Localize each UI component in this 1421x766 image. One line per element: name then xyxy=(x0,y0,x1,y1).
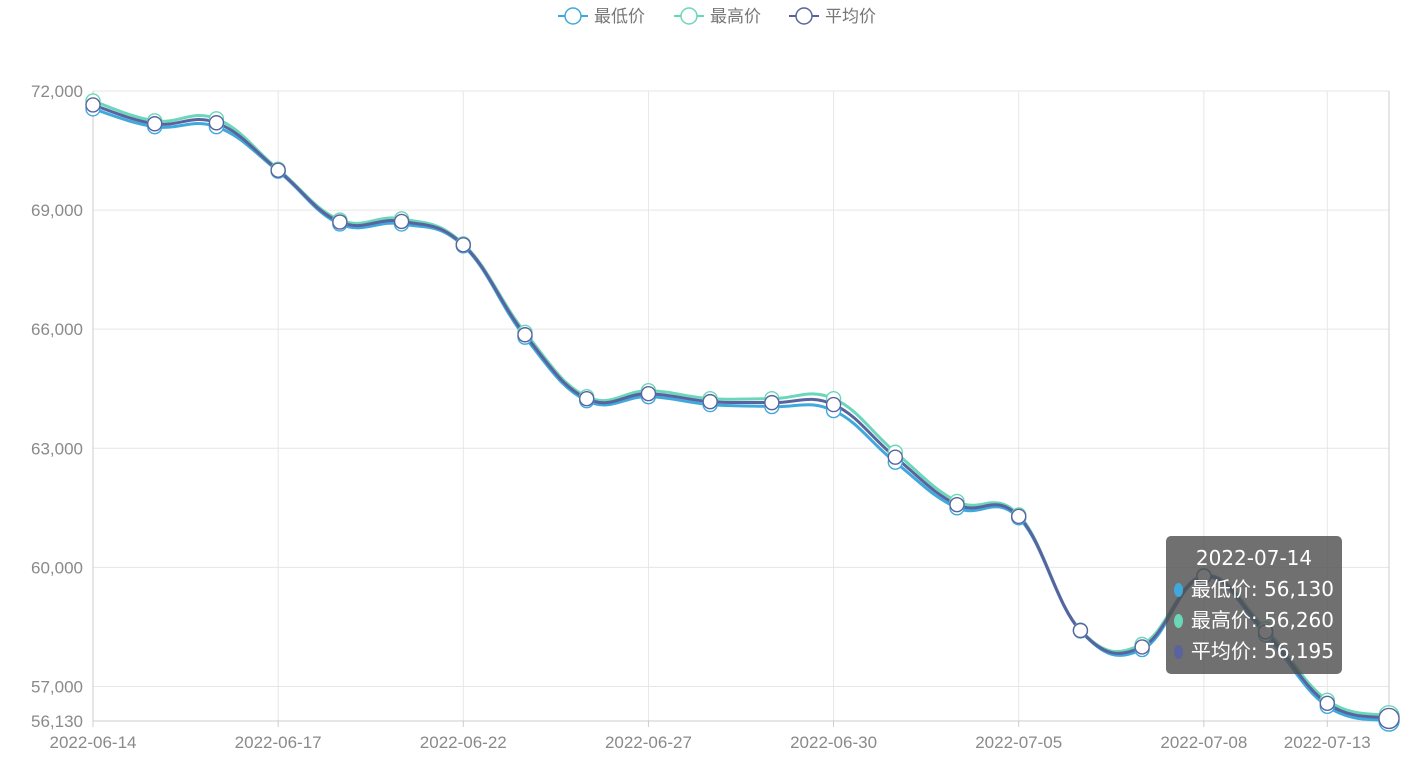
x-tick-label: 2022-06-27 xyxy=(605,733,692,752)
y-tick-label: 72,000 xyxy=(31,82,83,101)
data-point[interactable] xyxy=(949,496,965,513)
tooltip-row-low: 最低价: 56,130 xyxy=(1174,574,1334,605)
x-tick-label: 2022-06-22 xyxy=(420,733,507,752)
data-point[interactable] xyxy=(85,97,101,113)
legend-label: 最低价 xyxy=(594,7,645,27)
x-tick-label: 2022-07-08 xyxy=(1160,733,1247,752)
data-point[interactable] xyxy=(332,214,348,230)
data-point[interactable] xyxy=(455,237,471,253)
tooltip-row-label: 最低价: 56,130 xyxy=(1190,577,1334,601)
data-point[interactable] xyxy=(270,162,286,178)
chart-axes: 56,130 57,000 60,000 63,000 66,000 69,000 72,0… xyxy=(31,82,1390,752)
legend-label: 平均价 xyxy=(825,7,876,27)
legend-item-2[interactable]: 最高价 xyxy=(674,7,761,27)
tooltip-row-high: 最高价: 56,260 xyxy=(1174,605,1334,636)
legend-item-3[interactable]: 平均价 xyxy=(789,7,876,27)
tooltip-row-avg: 平均价: 56,195 xyxy=(1174,636,1334,667)
legend-marker xyxy=(680,7,698,25)
y-tick-label: 63,000 xyxy=(31,439,83,458)
data-point[interactable] xyxy=(208,115,225,131)
x-tick-label: 2022-07-05 xyxy=(975,733,1062,752)
data-point[interactable] xyxy=(764,394,780,411)
x-tick-label: 2022-06-17 xyxy=(235,733,322,752)
tooltip-row-label: 最高价: 56,260 xyxy=(1190,608,1334,632)
data-point[interactable] xyxy=(579,390,595,407)
tooltip-title: 2022-07-14 xyxy=(1195,546,1313,570)
y-tick-label: 60,000 xyxy=(31,558,83,577)
y-tick-label: 57,000 xyxy=(31,677,83,696)
data-point[interactable] xyxy=(702,393,718,410)
data-point[interactable] xyxy=(825,396,842,413)
data-point[interactable] xyxy=(1072,622,1089,639)
data-point[interactable] xyxy=(1011,508,1027,525)
series-color-dot xyxy=(1174,582,1183,597)
x-tick-label: 2022-06-30 xyxy=(790,733,877,752)
data-point[interactable] xyxy=(1134,639,1150,655)
data-point[interactable] xyxy=(887,449,903,465)
series-color-dot xyxy=(1174,613,1183,628)
tooltip-row-label: 平均价: 56,195 xyxy=(1190,639,1334,663)
series-color-dot xyxy=(1174,644,1183,659)
data-point[interactable] xyxy=(1378,707,1400,730)
y-tick-label: 66,000 xyxy=(31,320,83,339)
y-tick-label: 69,000 xyxy=(31,201,83,220)
data-point[interactable] xyxy=(640,385,657,402)
legend-marker xyxy=(564,7,582,25)
chart-legend[interactable]: 最低价 最高价 平均价 xyxy=(558,7,876,27)
data-point[interactable] xyxy=(393,213,410,230)
data-point[interactable] xyxy=(517,327,533,343)
legend-item-1[interactable]: 最低价 xyxy=(558,7,645,27)
x-tick-label: 2022-06-14 xyxy=(50,733,137,752)
legend-marker xyxy=(795,7,813,25)
chart-tooltip: 2022-07-14 最低价: 56,130 最高价: 56,260 平均价: … xyxy=(1166,536,1342,674)
data-point[interactable] xyxy=(1319,695,1335,712)
data-point[interactable] xyxy=(147,116,163,132)
y-tick-label: 56,130 xyxy=(31,712,83,731)
legend-label: 最高价 xyxy=(710,7,761,27)
x-tick-label: 2022-07-13 xyxy=(1284,733,1371,752)
